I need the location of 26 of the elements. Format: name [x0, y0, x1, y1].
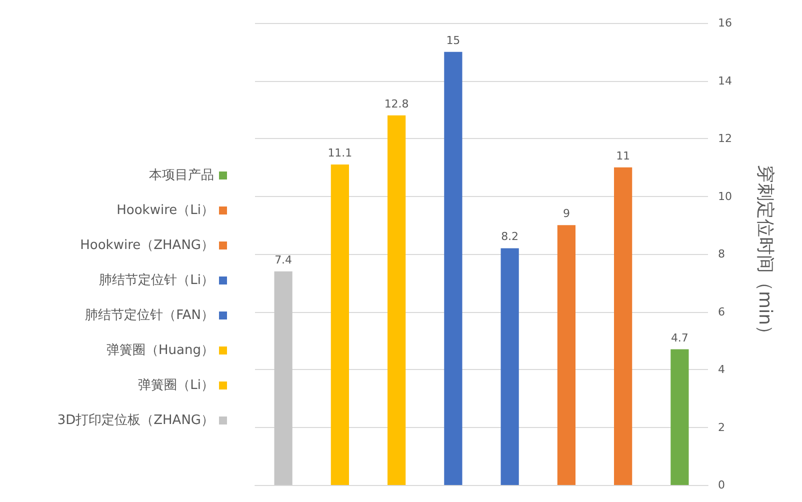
y-tick-label: 14	[718, 74, 732, 88]
legend-label: 肺结节定位针（FAN）	[85, 308, 214, 323]
data-label: 11	[616, 149, 630, 162]
y-tick-label: 4	[718, 363, 725, 376]
y-tick-label: 8	[718, 248, 725, 260]
data-label: 15	[446, 34, 460, 47]
legend-label: 3D打印定位板（ZHANG）	[57, 413, 214, 428]
y-axis-title: 穿刺定位时间（min）	[754, 165, 776, 343]
legend-label: Hookwire（ZHANG）	[80, 238, 214, 253]
data-label: 7.4	[274, 253, 292, 266]
y-tick-label: 0	[718, 478, 725, 492]
data-label: 8.2	[501, 230, 519, 244]
y-tick-label: 12	[718, 132, 732, 145]
legend-label: 本项目产品	[149, 168, 214, 183]
y-tick-label: 10	[718, 190, 732, 203]
legend-label: Hookwire（Li）	[116, 203, 214, 218]
data-label: 12.8	[384, 97, 409, 110]
y-tick-label: 16	[718, 16, 732, 30]
legend-label: 弹簧圈（Huang）	[106, 343, 214, 358]
legend-label: 肺结节定位针（Li）	[99, 273, 214, 288]
data-label: 4.7	[670, 331, 688, 344]
data-label: 11.1	[328, 146, 352, 160]
legend-label: 弹簧圈（Li）	[138, 378, 214, 393]
y-tick-label: 6	[718, 305, 725, 318]
data-label: 9	[562, 207, 570, 220]
y-tick-label: 2	[718, 420, 725, 434]
